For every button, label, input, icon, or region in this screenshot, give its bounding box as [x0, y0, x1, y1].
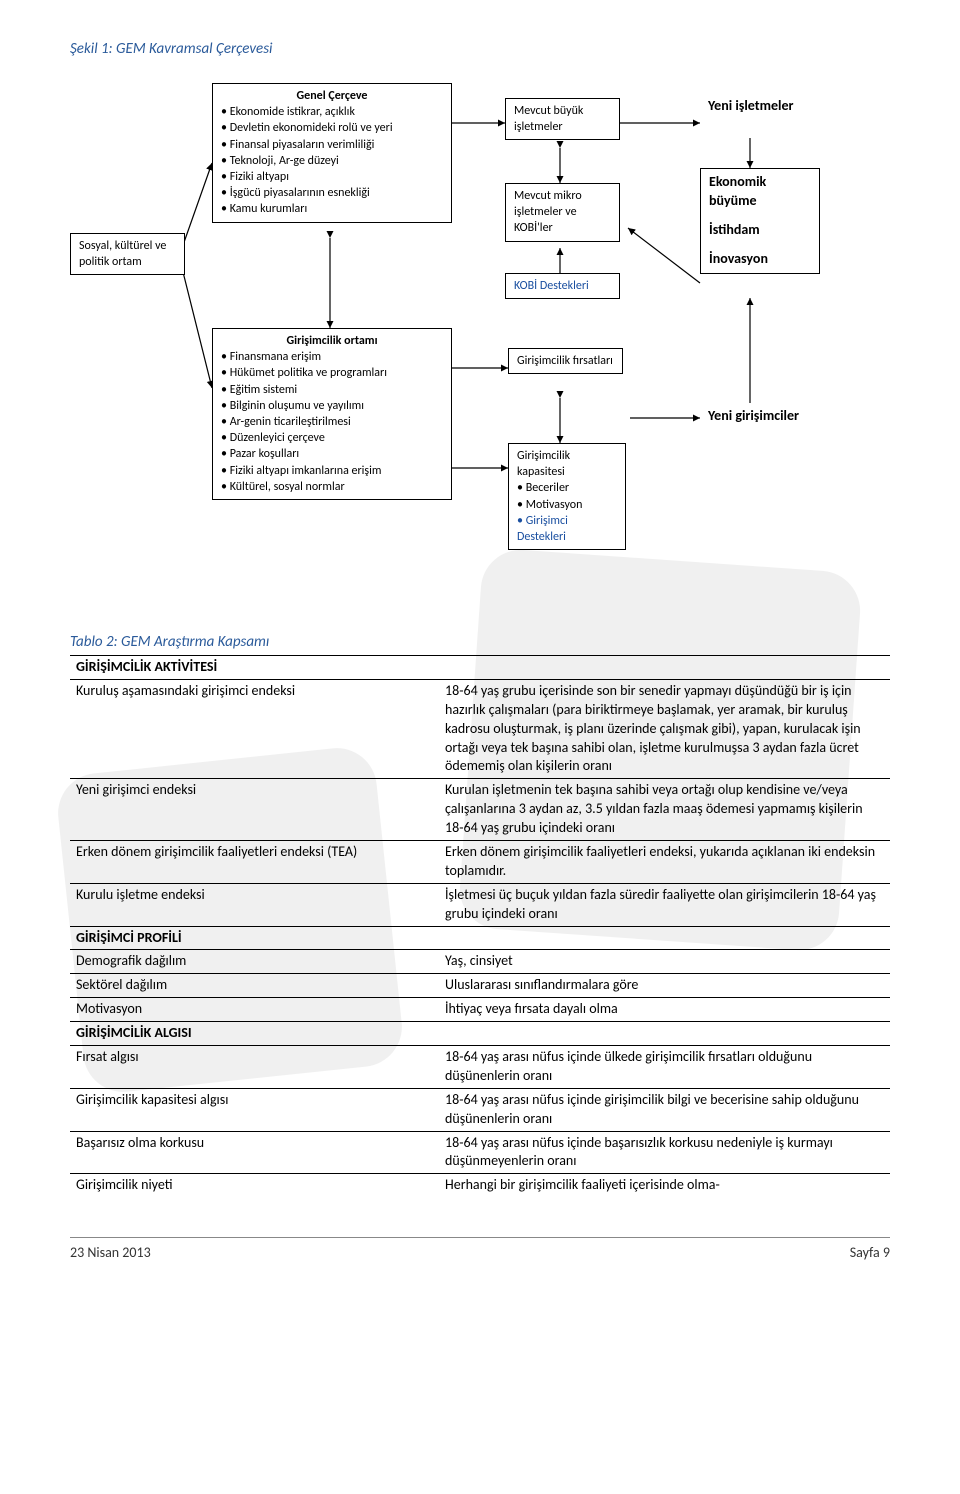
- cell: Demografik dağılım: [70, 950, 439, 974]
- cell: İşletmesi üç buçuk yıldan fazla süredir …: [439, 883, 890, 926]
- cell: Herhangi bir girişimcilik faaliyeti içer…: [439, 1174, 890, 1197]
- li: Hükümet politika ve programları: [221, 365, 443, 381]
- text: Mevcut mikro işletmeler ve KOBİ'ler: [514, 189, 582, 235]
- box-ent-opportunities: Girişimcilik fırsatları: [508, 348, 623, 374]
- cell: Erken dönem girişimcilik faaliyetleri en…: [70, 841, 439, 884]
- li: İşgücü piyasalarının esnekliği: [221, 185, 443, 201]
- li: Eğitim sistemi: [221, 382, 443, 398]
- title: Girişimcilik kapasitesi: [517, 448, 617, 480]
- cell: 18-64 yaş arası nüfus içinde ülkede giri…: [439, 1046, 890, 1089]
- cell: Başarısız olma korkusu: [70, 1131, 439, 1174]
- li: Motivasyon: [517, 497, 617, 513]
- text: Mevcut büyük işletmeler: [514, 104, 583, 134]
- line: İnovasyon: [709, 250, 811, 269]
- box-existing-micro: Mevcut mikro işletmeler ve KOBİ'ler: [505, 183, 620, 242]
- title: Genel Çerçeve: [221, 88, 443, 104]
- figure-title: Şekil 1: GEM Kavramsal Çerçevesi: [70, 40, 890, 58]
- text: Sosyal, kültürel ve politik ortam: [79, 239, 166, 269]
- li: Kamu kurumları: [221, 201, 443, 217]
- box-social: Sosyal, kültürel ve politik ortam: [70, 233, 185, 275]
- li: Pazar koşulları: [221, 446, 443, 462]
- box-econ-growth: Ekonomik büyüme İstihdam İnovasyon: [700, 168, 820, 274]
- title: Girişimcilik ortamı: [221, 333, 443, 349]
- cell: Kurulu işletme endeksi: [70, 883, 439, 926]
- box-ent-capacity: Girişimcilik kapasitesi Beceriler Motiva…: [508, 443, 626, 550]
- li: Ekonomide istikrar, açıklık: [221, 104, 443, 120]
- cell: Motivasyon: [70, 998, 439, 1022]
- cell: Kurulan işletmenin tek başına sahibi vey…: [439, 779, 890, 841]
- li: Devletin ekonomideki rolü ve yeri: [221, 120, 443, 136]
- box-entrepreneur-env: Girişimcilik ortamı Finansmana erişim Hü…: [212, 328, 452, 500]
- li: Kültürel, sosyal normlar: [221, 479, 443, 495]
- section-header: GİRİŞİMCİLİK AKTİVİTESİ: [70, 656, 890, 680]
- text: Yeni girişimciler: [708, 407, 799, 424]
- box-new-entrepreneurs: Yeni girişimciler: [700, 403, 830, 430]
- page-footer: 23 Nisan 2013 Sayfa 9: [70, 1237, 890, 1261]
- section-header: GİRİŞİMCİ PROFİLİ: [70, 926, 890, 950]
- table-title: Tablo 2: GEM Araştırma Kapsamı: [70, 633, 890, 651]
- cell: Sektörel dağılım: [70, 974, 439, 998]
- cell: Girişimcilik kapasitesi algısı: [70, 1088, 439, 1131]
- box-general-frame: Genel Çerçeve Ekonomide istikrar, açıklı…: [212, 83, 452, 223]
- cell: 18-64 yaş arası nüfus içinde girişimcili…: [439, 1088, 890, 1131]
- line: Ekonomik büyüme: [709, 173, 811, 211]
- research-table: GİRİŞİMCİLİK AKTİVİTESİ Kuruluş aşamasın…: [70, 655, 890, 1197]
- cell: Girişimcilik niyeti: [70, 1174, 439, 1197]
- li: Bilginin oluşumu ve yayılımı: [221, 398, 443, 414]
- text: Yeni işletmeler: [708, 97, 793, 114]
- cell: 18-64 yaş grubu içerisinde son bir sened…: [439, 679, 890, 778]
- gem-diagram: Sosyal, kültürel ve politik ortam Genel …: [70, 68, 890, 598]
- li: Beceriler: [517, 480, 617, 496]
- cell: Erken dönem girişimcilik faaliyetleri en…: [439, 841, 890, 884]
- cell: Kuruluş aşamasındaki girişimci endeksi: [70, 679, 439, 778]
- box-existing-large: Mevcut büyük işletmeler: [505, 98, 620, 140]
- cell: Uluslararası sınıflandırmalara göre: [439, 974, 890, 998]
- text: Girişimcilik fırsatları: [517, 354, 613, 368]
- cell: Fırsat algısı: [70, 1046, 439, 1089]
- li: Finansmana erişim: [221, 349, 443, 365]
- li: Düzenleyici çerçeve: [221, 430, 443, 446]
- footer-date: 23 Nisan 2013: [70, 1244, 151, 1261]
- cell: İhtiyaç veya fırsata dayalı olma: [439, 998, 890, 1022]
- li: Teknoloji, Ar-ge düzeyi: [221, 153, 443, 169]
- cell: Yaş, cinsiyet: [439, 950, 890, 974]
- footer-page: Sayfa 9: [850, 1244, 890, 1261]
- li: Finansal piyasaların verimliliği: [221, 137, 443, 153]
- section-header: GİRİŞİMCİLİK ALGISI: [70, 1022, 890, 1046]
- li: Fiziki altyapı imkanlarına erişim: [221, 463, 443, 479]
- line: İstihdam: [709, 221, 811, 240]
- cell: Yeni girişimci endeksi: [70, 779, 439, 841]
- li: Ar-genin ticarileştirilmesi: [221, 414, 443, 430]
- li: Fiziki altyapı: [221, 169, 443, 185]
- text: KOBİ Destekleri: [514, 279, 589, 293]
- li: Girişimci Destekleri: [517, 513, 617, 545]
- cell: 18-64 yaş arası nüfus içinde başarısızlı…: [439, 1131, 890, 1174]
- box-new-businesses: Yeni işletmeler: [700, 93, 810, 120]
- box-kobi-support: KOBİ Destekleri: [505, 273, 620, 299]
